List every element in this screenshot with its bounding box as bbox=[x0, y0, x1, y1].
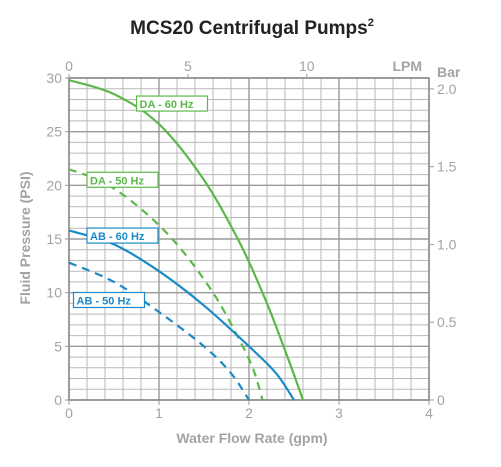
chart-title-text: MCS20 Centrifugal Pumps bbox=[130, 18, 368, 39]
curve-ab-60-hz bbox=[68, 229, 295, 401]
y-tick-label: 30 bbox=[46, 70, 62, 86]
y-tick-label: 5 bbox=[54, 338, 62, 354]
grid bbox=[68, 77, 430, 401]
y-tick-label: 25 bbox=[46, 124, 62, 140]
y-axis-label: Fluid Pressure (PSI) bbox=[17, 171, 33, 304]
right-axis-label: Bar bbox=[437, 64, 461, 80]
curve-labels: DA - 60 Hz DA - 50 Hz AB - 60 Hz AB - 50 Hz bbox=[72, 95, 209, 309]
curve-ab-50-hz bbox=[68, 261, 250, 401]
x-tick-label: 0 bbox=[65, 405, 73, 421]
y-tick-label: 20 bbox=[46, 177, 62, 193]
chart-title-superscript: 2 bbox=[368, 17, 374, 29]
x-tick-label: 3 bbox=[335, 405, 343, 421]
label-da-50-hz: DA - 50 Hz bbox=[90, 175, 144, 187]
x-tick-label: 4 bbox=[425, 405, 433, 421]
y-tick-label: 15 bbox=[46, 231, 62, 247]
label-box-da-60-hz bbox=[135, 95, 209, 112]
label-box-da-50-hz bbox=[86, 171, 159, 188]
top-tick-label: 10 bbox=[299, 58, 315, 74]
right-tick-label: 0.5 bbox=[437, 314, 457, 330]
y-tick-label: 10 bbox=[46, 285, 62, 301]
label-box-ab-60-hz bbox=[86, 227, 159, 244]
right-tick-label: 1.5 bbox=[437, 159, 457, 175]
label-ab-50-hz: AB - 50 Hz bbox=[77, 295, 132, 307]
x-tick-label: 1 bbox=[155, 405, 163, 421]
label-ab-60-hz: AB - 60 Hz bbox=[90, 231, 145, 243]
label-da-60-hz: DA - 60 Hz bbox=[140, 99, 194, 111]
top-axis-label: LPM bbox=[392, 58, 422, 74]
chart-title: MCS20 Centrifugal Pumps2 bbox=[130, 17, 374, 39]
y-tick-label: 0 bbox=[54, 392, 62, 408]
right-tick-label: 2.0 bbox=[437, 81, 457, 97]
x-axis-label: Water Flow Rate (gpm) bbox=[176, 430, 327, 446]
right-tick-label: 0 bbox=[437, 392, 445, 408]
curve-da-50-hz bbox=[68, 168, 264, 401]
top-tick-label: 5 bbox=[184, 58, 192, 74]
x-tick-label: 2 bbox=[245, 405, 253, 421]
top-tick-label: 0 bbox=[65, 58, 73, 74]
right-tick-label: 1.0 bbox=[437, 236, 457, 252]
label-box-ab-50-hz bbox=[72, 291, 146, 309]
curve-da-60-hz bbox=[68, 79, 305, 401]
